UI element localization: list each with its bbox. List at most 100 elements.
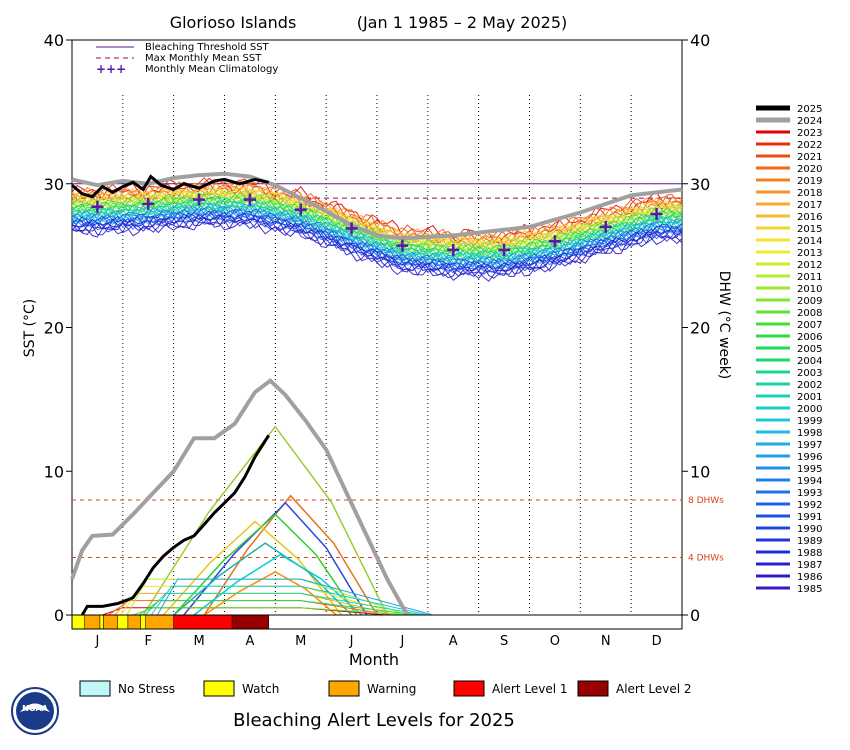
year-legend-label: 1993 (797, 488, 822, 499)
dhw-other-years (102, 425, 434, 616)
alert-legend-swatch (328, 680, 360, 697)
year-legend-label: 1996 (797, 452, 822, 463)
dhw-year-line (183, 501, 368, 616)
dhw-reference-label: 8 DHWs (688, 496, 724, 506)
sst-2025-line (71, 174, 270, 199)
climatology-marker (294, 203, 307, 216)
climatology-marker (548, 235, 561, 248)
sst-year-line (71, 213, 683, 282)
y-tick-label-left: 0 (54, 606, 64, 625)
sst-year-line (71, 203, 683, 271)
year-legend-label: 1989 (797, 536, 822, 547)
year-legend-label: 1999 (797, 416, 822, 427)
month-label: S (500, 634, 508, 649)
year-legend-label: 2019 (797, 176, 822, 187)
sst-2024-line (71, 171, 683, 241)
chart-title-location: Glorioso Islands (170, 13, 297, 32)
alert-segment (127, 614, 141, 630)
alert-legend-swatch (453, 680, 485, 697)
month-label: J (349, 634, 354, 649)
alert-level-bar (71, 614, 683, 630)
climatology-marker (243, 193, 256, 206)
y-tick-label-right: 10 (690, 462, 710, 481)
alert-segment (117, 614, 129, 630)
year-legend-label: 1994 (797, 476, 822, 487)
highlight-series (70, 171, 683, 617)
y-axis-left-label: SST (°C) (22, 299, 38, 357)
year-legend-label: 2023 (797, 128, 822, 139)
year-legend-label: 1991 (797, 512, 822, 523)
sst-year-line (71, 202, 683, 269)
logo-text: NOAA (22, 704, 48, 713)
year-legend-label: 2021 (797, 152, 822, 163)
dhw-year-line (150, 585, 428, 616)
dhw-year-line (144, 592, 423, 616)
month-label: J (94, 634, 99, 649)
year-legend-label: 1985 (797, 584, 822, 595)
year-legend-label: 1998 (797, 428, 822, 439)
year-legend-label: 2007 (797, 320, 822, 331)
climatology-marker (447, 243, 460, 256)
year-legend-label: 1988 (797, 548, 822, 559)
y-axis-right: 0 10 20 30 40 (682, 31, 710, 625)
sst-year-line (71, 209, 683, 277)
climatology-marker (193, 193, 206, 206)
year-legend-label: 2003 (797, 368, 822, 379)
alert-segment (145, 614, 174, 630)
climatology-marker (599, 220, 612, 233)
climatology-marker (396, 239, 409, 252)
y-tick-label-left: 30 (44, 175, 64, 194)
alert-level-legend: No Stress Watch Warning Alert Level 1 Alert … (79, 680, 692, 697)
alert-segment (71, 614, 85, 630)
year-legend: 2025202420232022202120202019201820172016… (756, 104, 822, 595)
sst-year-line (71, 190, 683, 257)
sst-year-line (71, 214, 683, 282)
alert-legend-swatch (203, 680, 235, 697)
alert-segment (84, 614, 101, 630)
year-legend-label: 2018 (797, 188, 822, 199)
year-legend-label: 2001 (797, 392, 822, 403)
sst-year-line (71, 197, 683, 264)
year-legend-label: 2008 (797, 308, 822, 319)
dhw-2024-line (70, 378, 410, 617)
month-label: D (652, 634, 662, 649)
year-legend-label: 2020 (797, 164, 822, 175)
year-legend-label: 2025 (797, 104, 822, 115)
year-legend-label: 2011 (797, 272, 822, 283)
year-legend-label: 2009 (797, 296, 822, 307)
alert-legend-label: Watch (242, 682, 279, 696)
alert-legend-label: Warning (367, 682, 416, 696)
year-legend-label: 2014 (797, 236, 822, 247)
climatology-marker (498, 243, 511, 256)
dhw-reference-label: 4 DHWs (688, 554, 724, 564)
year-legend-label: 2000 (797, 404, 822, 415)
year-legend-label: 2012 (797, 260, 822, 271)
alert-legend-label: Alert Level 2 (616, 682, 692, 696)
sst-year-bands (71, 177, 683, 282)
month-label: M (193, 634, 204, 649)
y-tick-label-right: 30 (690, 175, 710, 194)
month-label: A (449, 634, 458, 649)
climatology-marker (91, 200, 104, 213)
year-legend-label: 2015 (797, 224, 822, 235)
y-tick-label-right: 0 (690, 606, 700, 625)
y-tick-label-left: 10 (44, 462, 64, 481)
month-label: F (145, 634, 152, 649)
year-legend-label: 2016 (797, 212, 822, 223)
y-tick-label-right: 40 (690, 31, 710, 50)
y-tick-label-left: 40 (44, 31, 64, 50)
year-legend-label: 1995 (797, 464, 822, 475)
top-legend-label: Monthly Mean Climatology (145, 64, 278, 75)
sst-year-line (71, 212, 683, 280)
footer-title: Bleaching Alert Levels for 2025 (233, 710, 515, 731)
alert-bar-frame (71, 614, 683, 630)
dhw-2025-line (80, 434, 270, 616)
year-legend-label: 1990 (797, 524, 822, 535)
year-legend-label: 2013 (797, 248, 822, 259)
dhw-year-line (132, 607, 413, 616)
alert-legend-swatch (79, 680, 111, 697)
climatology-markers (91, 193, 663, 256)
month-label: M (295, 634, 306, 649)
year-legend-label: 2005 (797, 344, 822, 355)
